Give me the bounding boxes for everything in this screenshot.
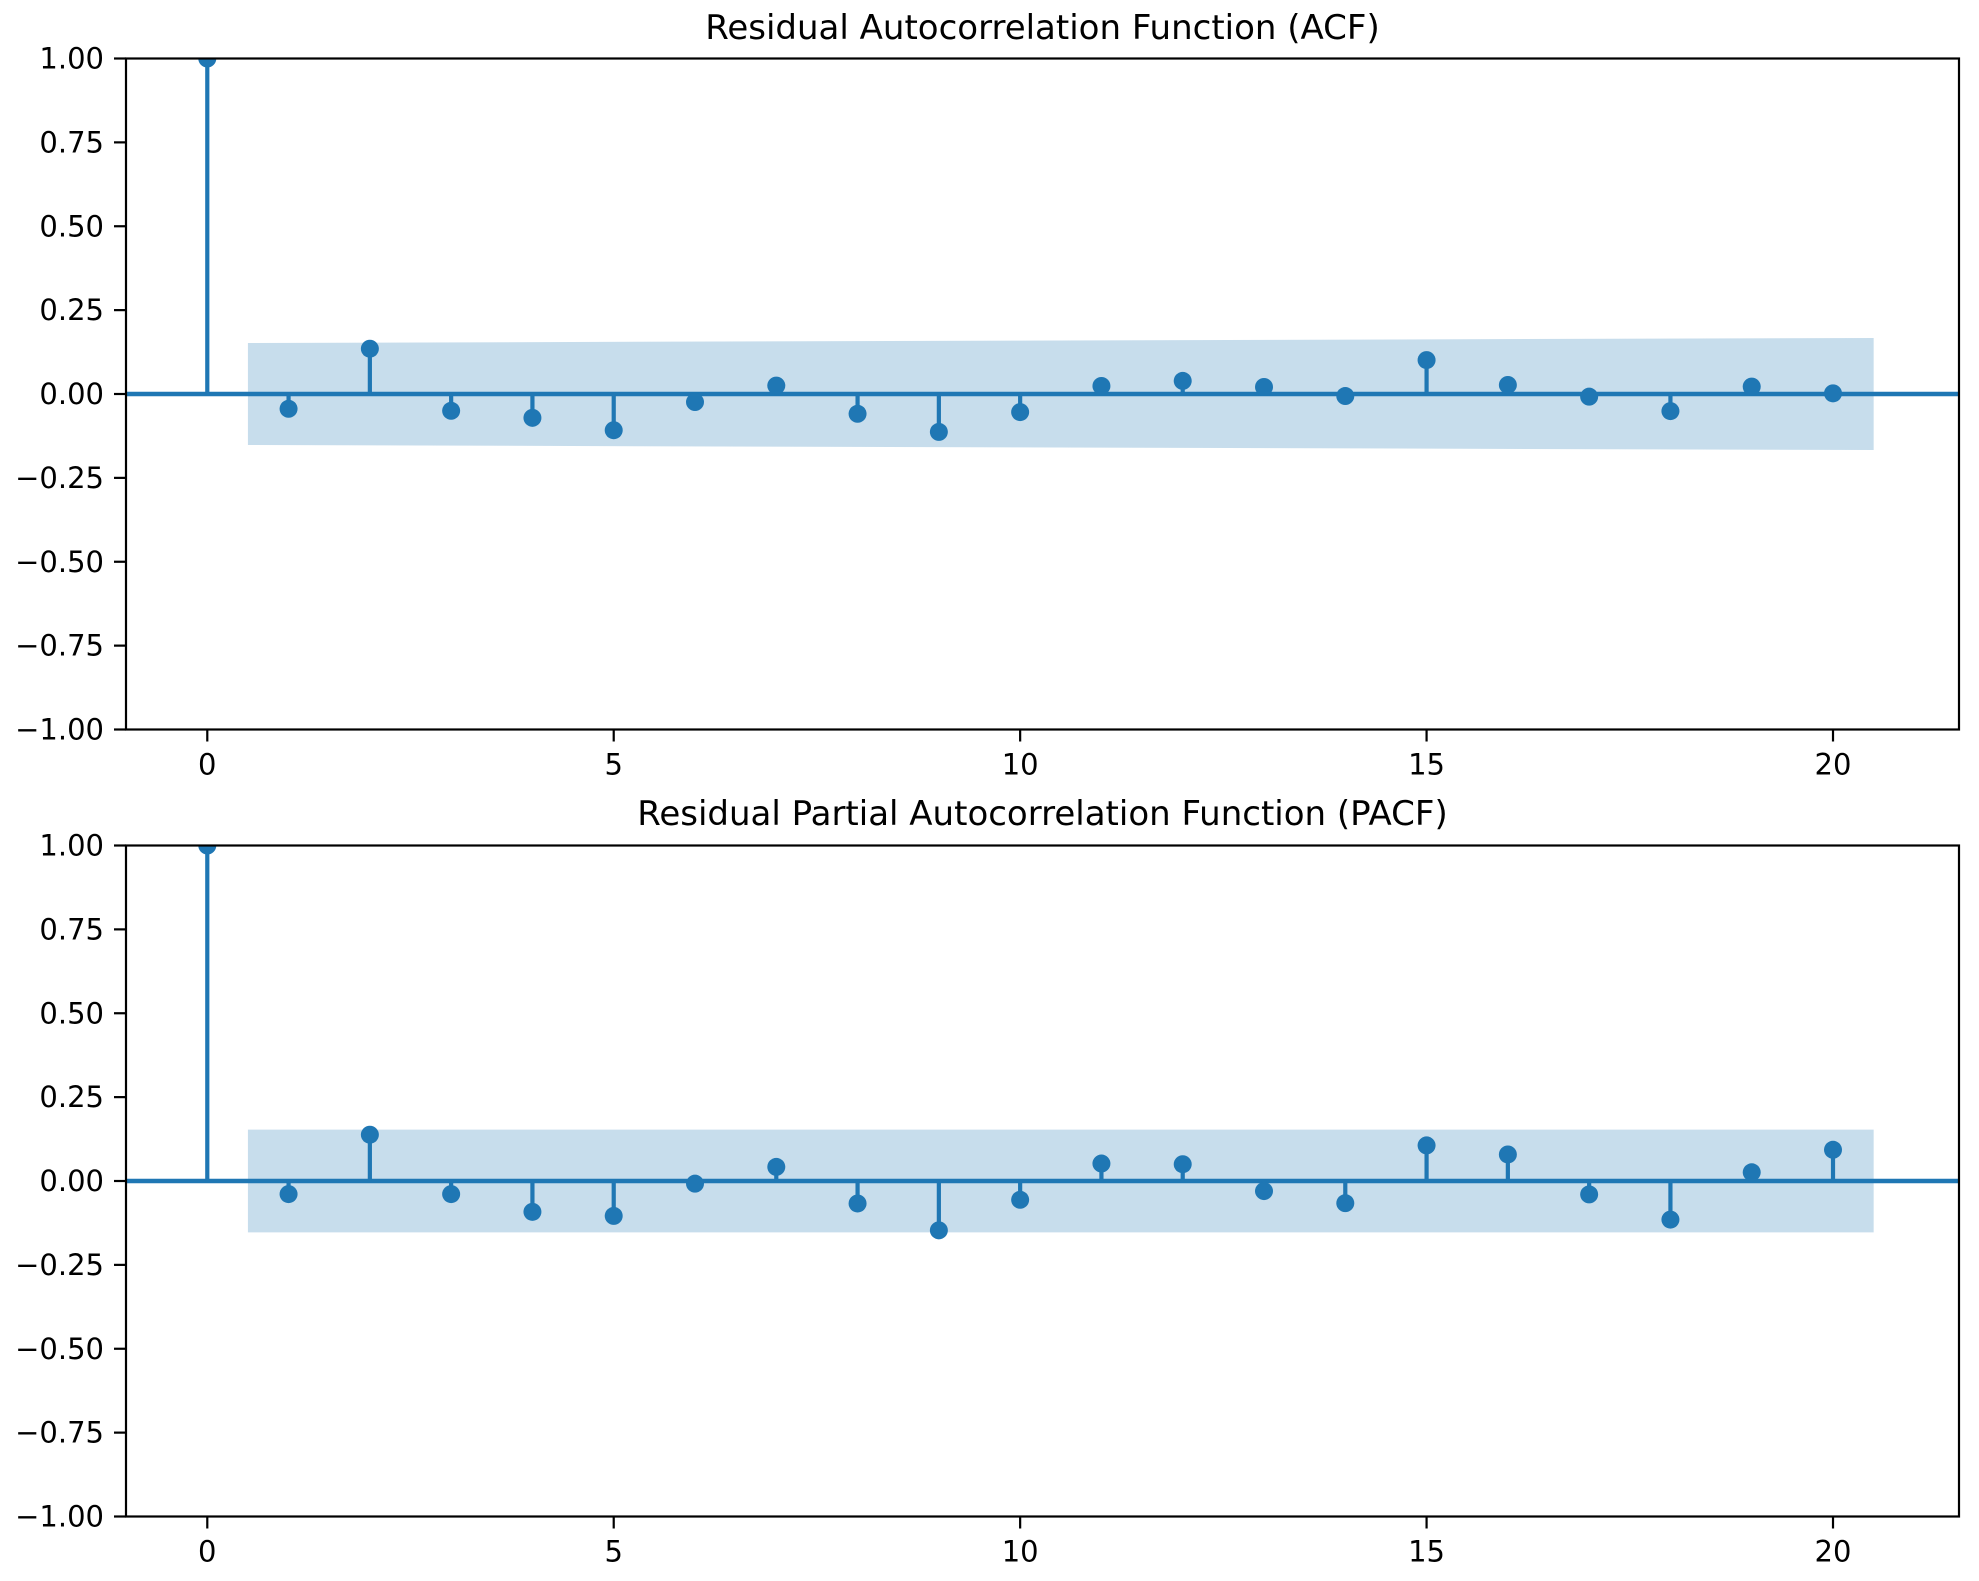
stem-marker — [1661, 1210, 1680, 1229]
y-tick-label: 1.00 — [39, 829, 104, 863]
x-tick-label: 20 — [1815, 1535, 1852, 1569]
stem-marker — [442, 401, 461, 420]
stem-marker — [279, 1185, 298, 1204]
stem-marker — [1417, 351, 1436, 370]
stem-marker — [1092, 376, 1111, 395]
y-tick-label: 0.00 — [39, 377, 104, 411]
y-tick-label: 0.00 — [39, 1164, 104, 1198]
y-tick-label: −0.75 — [15, 1416, 104, 1450]
y-tick-label: −0.75 — [15, 629, 104, 663]
stem-marker — [1417, 1136, 1436, 1155]
stem-marker — [1498, 1145, 1517, 1164]
acf-plot-title: Residual Autocorrelation Function (ACF) — [705, 8, 1380, 48]
stem-marker — [523, 1202, 542, 1221]
y-tick-label: 0.75 — [39, 912, 104, 946]
stem-marker — [1011, 1190, 1030, 1209]
y-tick-label: 0.25 — [39, 293, 104, 327]
stem-marker — [523, 408, 542, 427]
stem-marker — [604, 421, 623, 440]
stem-marker — [1824, 1140, 1843, 1159]
stem-marker — [442, 1185, 461, 1204]
stem-marker — [1824, 384, 1843, 403]
stem-marker — [929, 1221, 948, 1240]
y-tick-label: 0.50 — [39, 209, 104, 243]
stem-marker — [1580, 387, 1599, 406]
stem-marker — [1580, 1185, 1599, 1204]
stem-marker — [1336, 1194, 1355, 1213]
stem-marker — [198, 845, 217, 855]
x-tick-label: 10 — [1002, 1535, 1039, 1569]
y-tick-label: −0.50 — [15, 545, 104, 579]
stem-marker — [1498, 375, 1517, 394]
stem-marker — [198, 58, 217, 68]
stem-marker — [686, 393, 705, 412]
x-tick-label: 0 — [198, 748, 216, 782]
stem-marker — [360, 339, 379, 358]
x-tick-label: 0 — [198, 1535, 216, 1569]
stem-marker — [767, 1157, 786, 1176]
plot-area — [126, 58, 1959, 451]
pacf-subplot: 1.00 0.75 0.50 0.25 0.00 −0.25 −0.50 −0.75 −1.00… — [15, 829, 1961, 1569]
y-tick-label: −0.25 — [15, 1248, 104, 1282]
stem-marker — [360, 1125, 379, 1144]
stems — [198, 58, 1843, 441]
x-tick-label: 20 — [1815, 748, 1852, 782]
stem-marker — [1742, 1163, 1761, 1182]
y-tick-label: 0.25 — [39, 1080, 104, 1114]
x-tick-label: 10 — [1002, 748, 1039, 782]
stem-marker — [1742, 377, 1761, 396]
x-tick-label: 5 — [604, 1535, 622, 1569]
stem-marker — [1173, 1155, 1192, 1174]
plot-area — [126, 845, 1959, 1240]
stem-marker — [1661, 402, 1680, 421]
stem-marker — [1092, 1154, 1111, 1173]
y-tick-label: −1.00 — [15, 1500, 104, 1534]
stem-marker — [848, 1194, 867, 1213]
acf-subplot: 1.00 0.75 0.50 0.25 0.00 −0.25 −0.50 −0.75 −1.00… — [15, 42, 1961, 782]
stem-marker — [1011, 403, 1030, 422]
stem-marker — [1255, 1182, 1274, 1201]
stem-marker — [929, 422, 948, 441]
stem-marker — [1336, 387, 1355, 406]
y-tick-label: −0.25 — [15, 461, 104, 495]
x-tick-label: 5 — [604, 748, 622, 782]
x-tick-label: 15 — [1408, 748, 1445, 782]
y-tick-label: 1.00 — [39, 42, 104, 76]
y-tick-label: 0.75 — [39, 125, 104, 159]
stem-marker — [686, 1174, 705, 1193]
pacf-plot-title: Residual Partial Autocorrelation Functio… — [637, 794, 1448, 834]
x-tick-label: 15 — [1408, 1535, 1445, 1569]
stem-marker — [848, 404, 867, 423]
stem-marker — [1255, 377, 1274, 396]
stem-marker — [1173, 371, 1192, 390]
stems — [198, 845, 1843, 1240]
y-tick-label: −1.00 — [15, 713, 104, 747]
y-tick-label: −0.50 — [15, 1332, 104, 1366]
stem-marker — [604, 1206, 623, 1225]
stem-marker — [279, 399, 298, 418]
stem-marker — [767, 376, 786, 395]
y-tick-label: 0.50 — [39, 996, 104, 1030]
